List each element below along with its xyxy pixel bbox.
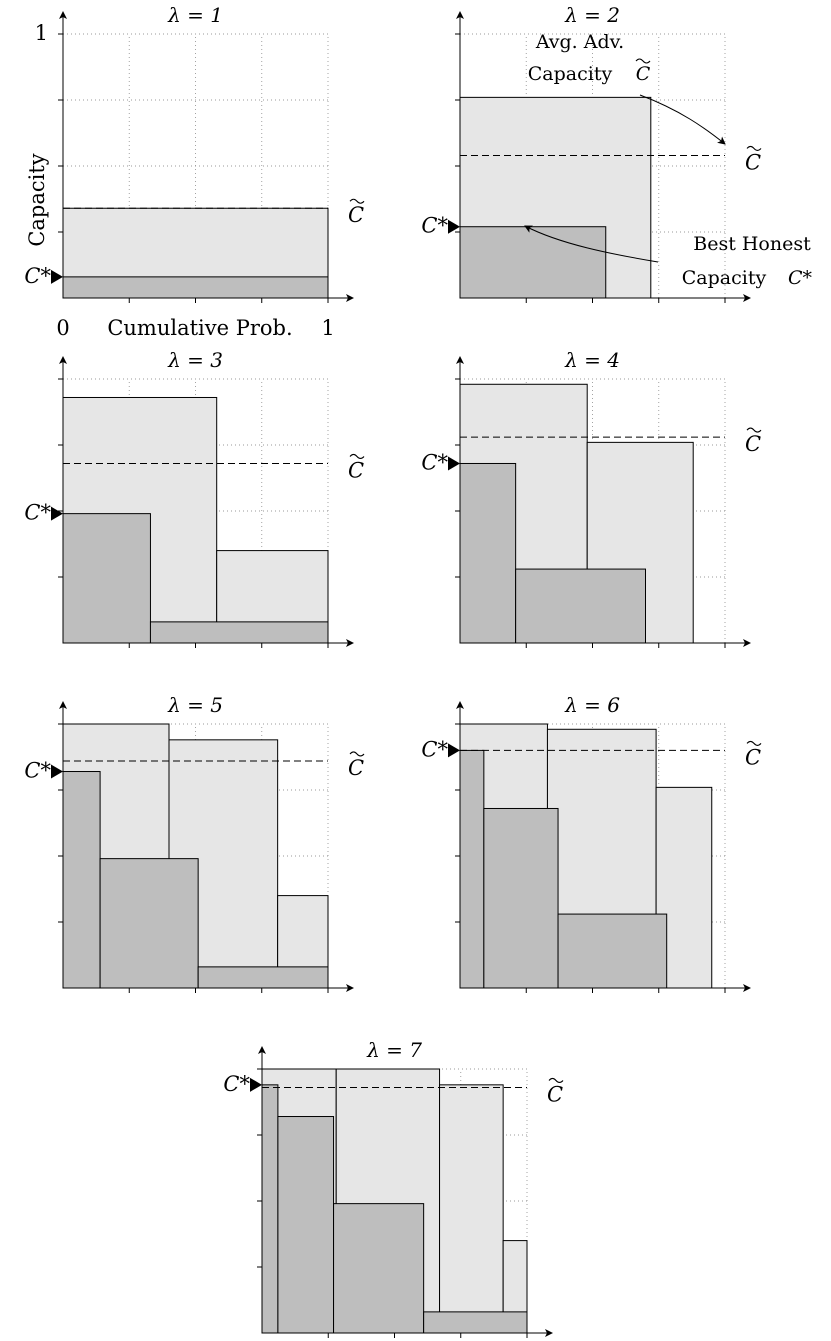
avg-adv-label-ctilde: C	[636, 63, 651, 85]
c-tilde-text: C	[348, 458, 364, 482]
avg-adv-label-symbol: C	[635, 58, 651, 85]
c-star-label: C*	[24, 264, 51, 288]
c-tilde-text: C	[547, 1082, 563, 1106]
c-tilde-label: C	[348, 751, 365, 780]
c-tilde-text: C	[745, 150, 761, 174]
x-tick-label-1: 1	[321, 316, 334, 340]
panel-2: λ = 2 C C*	[421, 3, 762, 303]
tilde-mark	[635, 58, 651, 64]
tilde-mark	[746, 145, 762, 151]
c-star-marker	[51, 506, 63, 521]
panel-title: λ = 1	[167, 3, 223, 27]
panel-title: λ = 6	[564, 693, 620, 717]
x-axis-label: Cumulative Prob.	[107, 316, 292, 340]
honest-capacity-bar	[277, 1116, 335, 1334]
tilde-mark	[349, 751, 365, 757]
avg-adv-capacity-annotation: Avg. Adv. Capacity C	[528, 31, 726, 145]
panel-title: λ = 5	[167, 693, 223, 717]
c-star-label: C*	[421, 737, 448, 761]
honest-capacity-bar	[515, 568, 647, 644]
honest-capacity-bar	[459, 226, 607, 299]
honest-capacity-bar	[62, 276, 329, 299]
panel-7: λ = 7 C C*	[223, 1038, 564, 1338]
honest-capacity-bar	[261, 1084, 279, 1334]
panel-3: λ = 3 C C*	[24, 348, 365, 648]
c-tilde-text: C	[745, 745, 761, 769]
y-tick-label-1: 1	[35, 21, 48, 45]
honest-capacity-bar	[62, 771, 101, 989]
adv-capacity-bar	[439, 1084, 504, 1334]
avg-adv-label-line2: Capacity	[528, 63, 613, 85]
tilde-mark	[349, 198, 365, 204]
c-star-marker	[448, 743, 460, 758]
best-honest-label-cstar: C*	[788, 267, 813, 289]
c-star-label: C*	[24, 501, 51, 525]
honest-capacity-bar	[149, 621, 329, 644]
x-tick-label-0: 0	[56, 316, 69, 340]
c-star-marker	[51, 269, 63, 284]
y-axis-label: Capacity	[25, 153, 49, 246]
tilde-mark	[349, 453, 365, 460]
honest-capacity-bar	[423, 1311, 528, 1334]
c-tilde-label: C	[745, 740, 762, 769]
honest-capacity-bar	[99, 858, 199, 989]
c-tilde-label: C	[348, 198, 365, 227]
c-star-marker	[51, 764, 63, 779]
c-tilde-label: C	[547, 1077, 564, 1106]
honest-capacity-bar	[197, 966, 329, 989]
panel-4: λ = 4 C C*	[421, 348, 762, 648]
honest-capacity-bar	[459, 462, 517, 644]
c-tilde-label: C	[348, 453, 365, 482]
panel-5: λ = 5 C C*	[24, 693, 365, 993]
avg-adv-arrow	[639, 94, 726, 145]
c-tilde-label: C	[745, 145, 762, 174]
panel-title: λ = 4	[564, 348, 620, 372]
c-star-label: C*	[223, 1072, 250, 1096]
c-star-label: C*	[24, 759, 51, 783]
tilde-mark	[746, 427, 762, 433]
tilde-mark	[548, 1077, 564, 1084]
best-honest-label-line2: Capacity	[682, 267, 767, 289]
c-tilde-text: C	[348, 756, 364, 780]
c-star-marker	[448, 219, 460, 234]
avg-adv-label-line1: Avg. Adv.	[535, 31, 624, 53]
panel-1: λ = 1 C C*	[24, 3, 365, 303]
panel-title: λ = 3	[167, 348, 223, 372]
c-star-marker	[448, 456, 460, 471]
c-tilde-text: C	[745, 432, 761, 456]
honest-capacity-bar	[333, 1203, 425, 1334]
best-honest-label-line1: Best Honest	[693, 233, 811, 255]
panel-6: λ = 6 C C*	[421, 693, 762, 993]
c-star-label: C*	[421, 450, 448, 474]
honest-capacity-bar	[483, 807, 559, 989]
honest-capacity-bar	[557, 913, 668, 989]
panel-title: λ = 7	[366, 1038, 422, 1062]
best-honest-capacity-annotation: Best Honest Capacity C*	[524, 225, 813, 289]
c-tilde-text: C	[348, 203, 364, 227]
c-star-marker	[250, 1077, 262, 1092]
c-tilde-label: C	[745, 427, 762, 456]
honest-capacity-bar	[459, 749, 485, 989]
best-honest-arrow	[524, 225, 659, 263]
panel-title: λ = 2	[564, 3, 620, 27]
c-star-label: C*	[421, 214, 448, 238]
honest-capacity-bar	[62, 513, 151, 644]
tilde-mark	[746, 740, 762, 746]
